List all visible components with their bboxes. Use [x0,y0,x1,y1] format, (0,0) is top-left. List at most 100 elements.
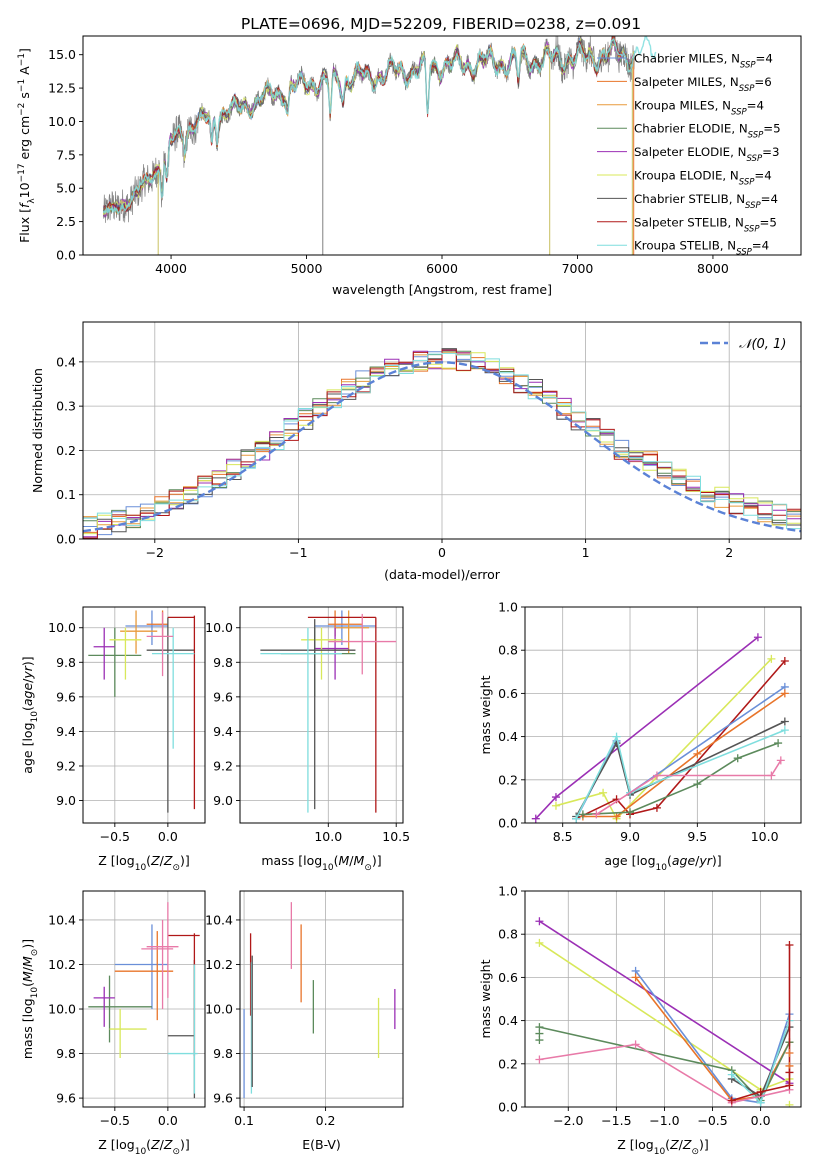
label-part: 10 [654,1147,666,1157]
x-axis-label: wavelength [Angstrom, rest frame] [332,282,552,297]
weight-marker [693,780,702,789]
label-part: ( [667,853,672,868]
legend-label: 𝒩(0, 1) [739,337,786,352]
weight-series-line [539,1026,791,1102]
legend-label: Kroupa MILES, NSSP=4 [634,98,764,117]
x-tick-label: 0.2 [316,1113,336,1128]
legend-value: =5 [759,215,776,229]
weight-series-line [575,660,786,820]
axes-frame [239,890,404,1108]
legend-value: =6 [754,75,771,89]
label-part: Flux [ [17,208,32,243]
y-axis-label: mass weight [478,675,493,754]
weight-marker [578,810,587,819]
label-part: / [695,853,700,868]
x-tick-label: 0.1 [234,1113,254,1128]
label-part: ⊙ [172,863,180,873]
weight-series-line [538,920,790,1084]
weight-marker [551,793,560,802]
weight-marker [652,803,661,812]
label-part: Z [ [617,1137,634,1152]
weight-series-line [731,945,791,1102]
label-part: age [ [20,742,35,774]
normal-curve [83,361,801,533]
weight-marker [785,1068,794,1077]
legend-label: Chabrier STELIB, NSSP=4 [634,192,778,211]
label-part: 10 [135,863,147,873]
weight-marker [535,938,544,947]
x-tick-label: −0.5 [697,1113,727,1128]
x-axis-label: (data-model)/error [384,567,501,582]
weight-marker [780,689,789,698]
x-tick-label: −1 [289,545,307,560]
y-tick-label: 0.2 [498,772,518,787]
legend-sub: SSP [736,248,752,258]
label-part: log [635,1137,654,1152]
label-part: 10 [30,987,40,999]
label-part: A [17,66,32,79]
label-part: ] [17,48,32,53]
label-part: / [349,853,354,868]
label-part: −2 [17,103,27,116]
axes-frame [239,606,404,824]
y-tick-label: 9.8 [56,1046,76,1061]
y-tick-label: 0.1 [56,487,76,502]
y-tick-label: 1.0 [498,884,518,899]
legend-value: =4 [752,239,769,253]
weight-vs-age-panel: 8.5 9.0 9.5 10.0 0.0 0.2 0.4 0.6 0.8 1.0 age [log1… [478,600,802,873]
legend-label: Salpeter ELODIE, NSSP=3 [634,145,779,164]
label-part: yr [698,853,712,868]
age-vs-metallicity-panel: −0.5 0.09.09.29.49.69.810.0Z [log10(Z/Z⊙)… [20,606,206,873]
label-part: age [ [604,853,636,868]
y-tick-label: 7.5 [56,147,76,162]
label-part: −1 [17,53,27,66]
weight-series-line [634,976,791,1102]
y-tick-label: 0.0 [56,248,76,263]
legend-name: Salpeter MILES, N [634,75,739,89]
weight-marker [535,917,544,926]
legend-value: =3 [762,145,779,159]
label-part: log [303,853,322,868]
label-part: log [636,853,655,868]
weight-marker [612,812,621,821]
x-tick-label: −0.5 [100,1113,130,1128]
legend-value: =4 [754,169,771,183]
label-part: Z [163,853,173,868]
label-part: Z [669,1137,679,1152]
label-part: Z [ [98,1137,115,1152]
legend-sub: SSP [744,224,760,234]
weight-marker [780,726,789,735]
weight-series-line [634,970,791,1104]
y-tick-label: 0.0 [498,816,518,831]
weight-marker [785,941,794,949]
x-tick-label: 8.5 [553,829,573,844]
plot-area [102,36,657,255]
x-tick-label: 10.0 [314,829,342,844]
weight-marker [727,1096,736,1105]
weight-marker [785,1100,794,1107]
weight-marker [774,739,783,748]
legend-label: Chabrier ELODIE, NSSP=5 [634,122,781,141]
label-part: / [20,966,35,971]
weight-marker [693,749,702,758]
y-axis-label: mass weight [478,959,493,1038]
weight-marker [531,814,540,823]
x-axis-label: Z [log10(Z/Z⊙)] [98,853,190,873]
weight-series-line [582,692,786,818]
label-part: −1 [17,79,27,92]
x-axis-label: Z [log10(Z/Z⊙)] [617,1137,709,1157]
label-part: λ [27,198,37,204]
label-part: 10 [656,863,668,873]
label-part: ( [146,853,151,868]
label-part: ( [146,1137,151,1152]
label-part: )] [372,853,382,868]
label-part: / [160,853,165,868]
label-part: ( [334,853,339,868]
label-part: Z [682,1137,692,1152]
y-tick-label: 2.5 [56,214,76,229]
label-part: / [160,1137,165,1152]
legend-name: Chabrier ELODIE, N [634,122,748,136]
label-part: M [20,956,35,967]
label-part: / [679,1137,684,1152]
